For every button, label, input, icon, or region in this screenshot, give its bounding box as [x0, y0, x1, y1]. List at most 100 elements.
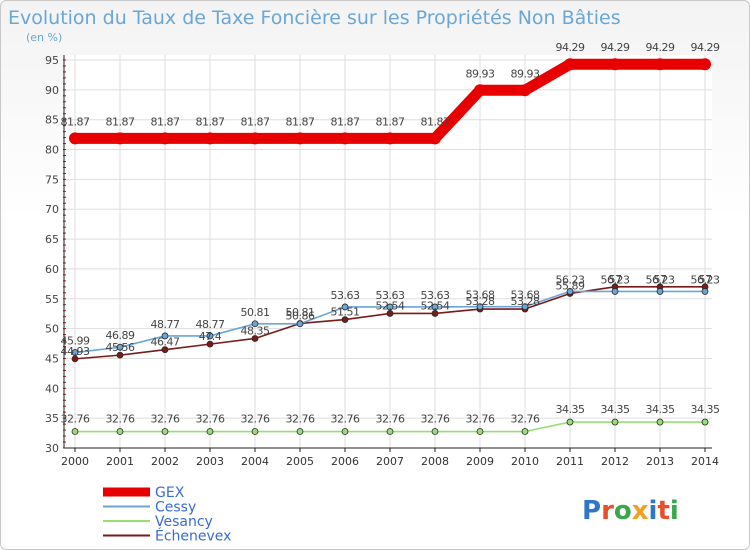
data-label: 34.35 — [556, 403, 585, 416]
labels-cessy: 45.99 46.89 48.77 48.77 50.81 50.81 53.63 53.63… — [61, 273, 721, 348]
data-label: 81.87 — [106, 115, 135, 128]
data-label: 32.76 — [511, 413, 540, 426]
x-tick-label: 2014 — [691, 455, 719, 468]
data-label: 44.93 — [61, 345, 90, 358]
data-label: 32.76 — [376, 413, 405, 426]
data-point — [206, 340, 214, 348]
x-tick-label: 2010 — [511, 455, 539, 468]
data-label: 81.87 — [61, 115, 90, 128]
logo-letter: r — [601, 496, 614, 526]
data-label: 34.35 — [601, 403, 630, 416]
data-point — [296, 320, 304, 328]
data-point — [249, 132, 261, 145]
data-label: 81.87 — [286, 115, 315, 128]
data-label: 81.87 — [331, 115, 360, 128]
legend-label: Cessy — [155, 500, 196, 516]
data-point — [339, 132, 351, 145]
data-point — [611, 418, 619, 426]
logo-letter: x — [632, 496, 649, 526]
y-tick-label: 65 — [45, 233, 59, 246]
data-point — [611, 288, 619, 295]
data-label: 32.76 — [466, 413, 495, 426]
data-point — [521, 428, 529, 435]
data-label: 81.87 — [376, 115, 405, 128]
data-label: 53.63 — [331, 289, 360, 302]
data-label: 45.99 — [61, 335, 90, 348]
data-label: 57 — [654, 273, 667, 286]
data-point — [161, 332, 169, 340]
x-tick-label: 2013 — [646, 455, 674, 468]
data-label: 50.81 — [286, 306, 315, 319]
series-gex — [69, 58, 711, 145]
y-tick-label: 55 — [45, 293, 59, 306]
data-label: 32.76 — [151, 413, 180, 426]
y-tick-label: 40 — [45, 382, 59, 395]
x-tick-label: 2005 — [286, 455, 314, 468]
data-point — [384, 132, 396, 145]
series-échenevex — [71, 283, 709, 363]
logo-text: Proxiti — [582, 496, 679, 526]
y-tick-label: 45 — [45, 352, 59, 365]
data-point — [296, 428, 304, 435]
data-point — [429, 132, 441, 145]
data-point — [431, 303, 439, 311]
data-point — [159, 132, 171, 145]
data-point — [116, 351, 124, 359]
x-tick-label: 2006 — [331, 455, 359, 468]
data-point — [161, 428, 169, 435]
data-point — [519, 84, 531, 97]
data-label: 48.35 — [241, 324, 270, 337]
data-label: 46.89 — [106, 329, 135, 342]
data-point — [161, 346, 169, 354]
x-tick-label: 2001 — [106, 455, 134, 468]
data-point — [251, 320, 259, 328]
x-tick-label: 2000 — [61, 455, 89, 468]
data-point — [476, 303, 484, 311]
data-point — [116, 428, 124, 435]
data-label: 32.76 — [331, 413, 360, 426]
data-label: 46.47 — [151, 336, 180, 349]
y-tick-label: 50 — [45, 323, 59, 336]
data-label: 57 — [609, 273, 622, 286]
data-point — [654, 58, 666, 71]
y-tick-label: 75 — [45, 173, 59, 186]
data-point — [341, 316, 349, 324]
data-point — [656, 288, 664, 295]
proxiti-logo: Proxiti — [582, 496, 679, 526]
series-vesancy — [71, 418, 709, 435]
data-point — [566, 288, 574, 295]
data-label: 89.93 — [466, 67, 495, 80]
data-label: 32.76 — [286, 413, 315, 426]
data-point — [69, 132, 81, 145]
data-point — [521, 303, 529, 311]
data-point — [386, 310, 394, 317]
data-point — [206, 428, 214, 435]
data-label: 32.76 — [106, 413, 135, 426]
data-point — [116, 343, 124, 351]
plot-area — [64, 55, 712, 448]
x-tick-label: 2004 — [241, 455, 269, 468]
legend-item-échenevex: Échenevex — [103, 528, 231, 545]
data-point — [206, 332, 214, 340]
data-label: 50.86 — [286, 309, 315, 322]
legend-label: GEX — [155, 485, 185, 501]
data-point — [341, 428, 349, 435]
data-point — [341, 303, 349, 311]
data-point — [474, 84, 486, 97]
data-point — [701, 418, 709, 426]
x-tick-label: 2009 — [466, 455, 494, 468]
data-label: 56.23 — [556, 273, 585, 286]
data-label: 32.76 — [61, 413, 90, 426]
data-label: 45.56 — [106, 341, 135, 354]
x-tick-label: 2008 — [421, 455, 449, 468]
data-point — [251, 428, 259, 435]
y-tick-label: 70 — [45, 203, 59, 216]
data-label: 48.77 — [196, 318, 225, 331]
data-point — [564, 58, 576, 71]
data-label: 81.87 — [151, 115, 180, 128]
data-label: 94.29 — [601, 41, 630, 54]
data-point — [609, 58, 621, 71]
